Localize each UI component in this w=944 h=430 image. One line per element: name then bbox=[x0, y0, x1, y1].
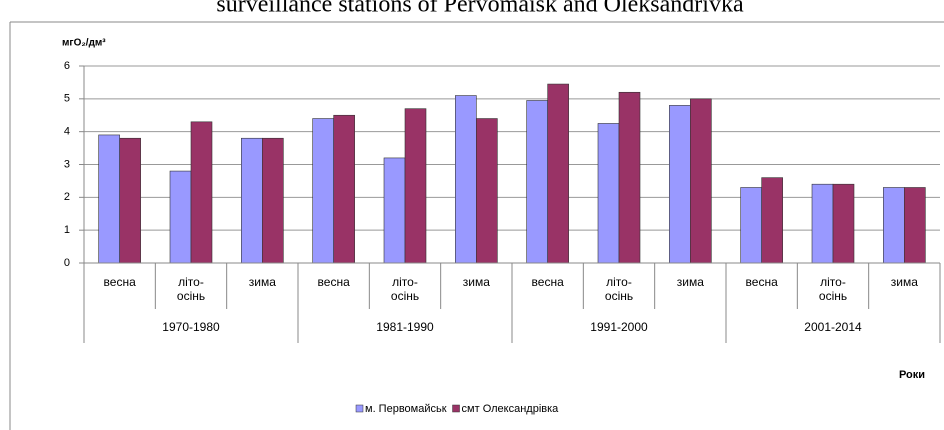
x-tick-label: літо-осінь bbox=[604, 275, 634, 303]
bar bbox=[811, 183, 834, 264]
bar bbox=[119, 137, 141, 264]
y-axis-label: мгO₂/дм³ bbox=[62, 38, 106, 49]
x-tick-label: зима bbox=[248, 275, 276, 289]
bar bbox=[669, 105, 691, 264]
legend-swatch bbox=[355, 404, 364, 413]
bar bbox=[740, 187, 762, 264]
y-tick-label: 6 bbox=[64, 60, 70, 72]
y-tick-label: 5 bbox=[64, 93, 70, 105]
bar bbox=[404, 108, 427, 264]
y-tick-label: 4 bbox=[64, 126, 70, 138]
bar bbox=[262, 137, 284, 264]
bar bbox=[883, 187, 905, 264]
bar bbox=[169, 170, 192, 264]
legend-label: смт Олександрівка bbox=[462, 403, 560, 415]
x-tick-label: весна bbox=[745, 275, 778, 289]
bar bbox=[690, 98, 712, 264]
y-tick-label: 1 bbox=[64, 224, 70, 236]
group-label: 1991-2000 bbox=[590, 320, 648, 334]
bar bbox=[190, 121, 213, 264]
y-tick-label: 3 bbox=[64, 158, 70, 170]
y-tick-label: 2 bbox=[64, 191, 70, 203]
x-axis-label: Роки bbox=[899, 369, 925, 381]
chart-title: surveillance stations of Pervomaisk and … bbox=[216, 0, 744, 18]
bar bbox=[312, 118, 334, 264]
group-label: 2001-2014 bbox=[804, 320, 862, 334]
x-tick-label: зима bbox=[676, 275, 704, 289]
x-tick-label: літо-осінь bbox=[176, 275, 206, 303]
group-label: 1981-1990 bbox=[376, 320, 434, 334]
y-tick-label: 0 bbox=[64, 257, 70, 269]
bar bbox=[383, 157, 406, 264]
bar bbox=[547, 83, 569, 264]
bar bbox=[241, 137, 263, 264]
bar bbox=[597, 123, 620, 264]
bar bbox=[761, 177, 783, 264]
x-tick-label: весна bbox=[531, 275, 564, 289]
bar bbox=[526, 100, 548, 264]
x-tick-label: зима bbox=[462, 275, 490, 289]
x-tick-label: літо-осінь bbox=[818, 275, 848, 303]
x-tick-label: весна bbox=[103, 275, 136, 289]
x-tick-label: зима bbox=[890, 275, 918, 289]
legend-swatch bbox=[452, 404, 460, 413]
bar bbox=[98, 134, 120, 264]
bar bbox=[832, 183, 855, 264]
group-label: 1970-1980 bbox=[162, 320, 220, 334]
legend-label: м. Первомайськ bbox=[365, 403, 447, 415]
x-tick-label: весна bbox=[317, 275, 350, 289]
bar bbox=[333, 114, 355, 264]
bar bbox=[455, 95, 477, 264]
x-tick-label: літо-осінь bbox=[390, 275, 420, 303]
bar bbox=[618, 91, 641, 264]
bar bbox=[476, 118, 498, 264]
bar bbox=[904, 187, 926, 264]
